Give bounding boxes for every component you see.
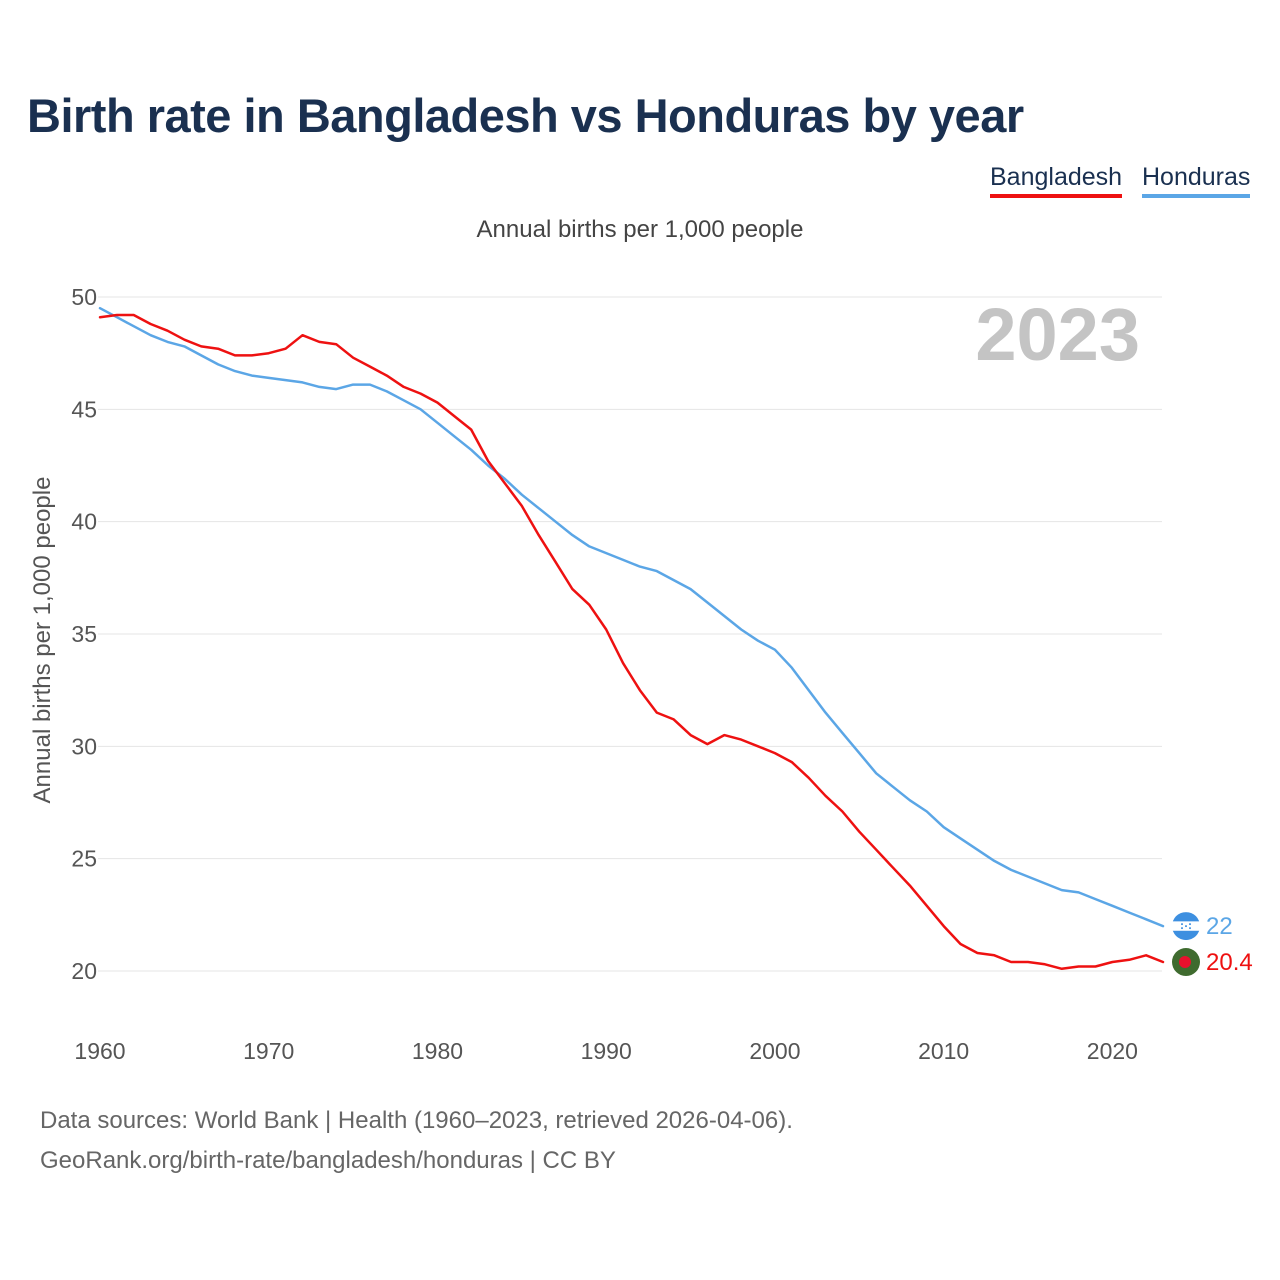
legend-item-bangladesh[interactable]: Bangladesh	[990, 163, 1123, 198]
x-tick-label: 1960	[74, 1038, 125, 1064]
y-tick-label: 25	[71, 846, 97, 872]
series-lines	[98, 306, 1165, 971]
gridlines	[98, 296, 1162, 972]
end-value-label-bangladesh: 20.4	[1206, 949, 1253, 976]
x-tick-label: 2020	[1087, 1038, 1138, 1064]
series-line-honduras[interactable]	[98, 306, 1165, 928]
y-tick-label: 40	[71, 509, 97, 535]
current-year-label: 2023	[975, 293, 1140, 376]
y-tick-label: 20	[71, 958, 97, 984]
y-axis-title: Annual births per 1,000 people	[29, 477, 56, 804]
bangladesh-flag-marker	[1172, 948, 1200, 977]
series-line-bangladesh[interactable]	[98, 313, 1165, 971]
y-tick-label: 35	[71, 621, 97, 647]
legend-label-honduras: Honduras	[1142, 163, 1251, 191]
y-tick-label: 30	[71, 733, 97, 759]
honduras-flag-marker	[1172, 912, 1200, 941]
x-tick-label: 2010	[918, 1038, 969, 1064]
y-axis-ticks: 20 25 30 35 40 45 50	[71, 284, 97, 984]
footer-source: Data sources: World Bank | Health (1960–…	[40, 1107, 793, 1134]
legend-swatch-bangladesh	[990, 194, 1123, 198]
chart-title: Birth rate in Bangladesh vs Honduras by …	[27, 89, 1024, 142]
footer-credit[interactable]: GeoRank.org/birth-rate/bangladesh/hondur…	[40, 1147, 616, 1174]
legend-item-honduras[interactable]: Honduras	[1142, 163, 1251, 198]
legend-swatch-honduras	[1142, 194, 1251, 198]
x-axis-ticks: 1960 1970 1980 1990 2000 2010 2020	[74, 1038, 1138, 1064]
x-tick-label: 1980	[412, 1038, 463, 1064]
end-value-label-honduras: 22	[1206, 913, 1233, 940]
x-tick-label: 1970	[243, 1038, 294, 1064]
x-tick-label: 1990	[581, 1038, 632, 1064]
legend-label-bangladesh: Bangladesh	[990, 163, 1123, 191]
line-chart: 20 25 30 35 40 45 50 1960 1970 1980 1990 2000 2010 2…	[29, 284, 1253, 1064]
end-markers: 22 20.4	[1172, 912, 1253, 977]
y-tick-label: 50	[71, 284, 97, 310]
y-tick-label: 45	[71, 396, 97, 422]
x-tick-label: 2000	[749, 1038, 800, 1064]
chart-subtitle: Annual births per 1,000 people	[476, 216, 804, 243]
